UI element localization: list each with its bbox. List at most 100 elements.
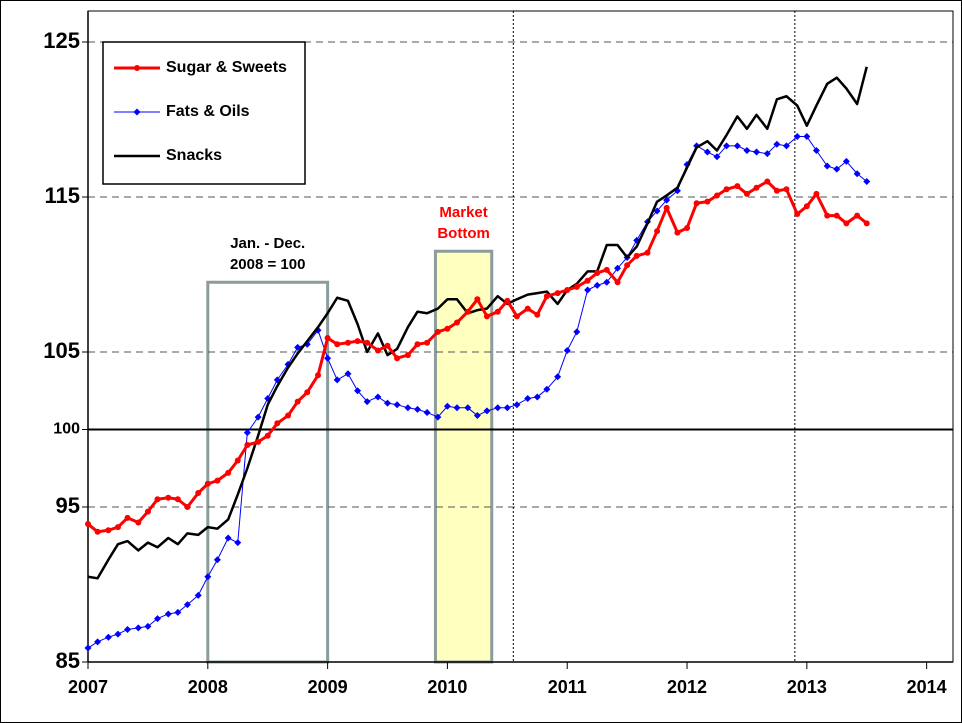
marker <box>494 308 501 315</box>
annotation-text: Jan. - Dec. <box>230 235 305 252</box>
x-tick-label: 2010 <box>427 677 467 697</box>
marker <box>444 325 451 332</box>
marker <box>503 404 511 412</box>
marker <box>204 480 211 487</box>
marker <box>134 624 142 632</box>
marker <box>693 200 700 207</box>
marker <box>704 198 711 205</box>
marker <box>204 573 212 581</box>
marker <box>603 266 610 273</box>
marker <box>394 355 401 362</box>
marker <box>324 335 331 342</box>
marker <box>743 147 751 154</box>
marker <box>763 150 771 158</box>
marker <box>573 283 580 290</box>
marker <box>703 148 711 156</box>
x-tick-label: 2011 <box>548 677 587 697</box>
x-tick-label: 2008 <box>188 677 228 697</box>
marker <box>533 393 541 401</box>
marker <box>543 293 550 300</box>
marker <box>255 438 262 445</box>
marker <box>153 615 161 623</box>
annotation-text: Bottom <box>437 225 490 242</box>
marker <box>624 262 631 269</box>
marker <box>354 387 362 395</box>
marker <box>733 142 741 150</box>
marker <box>863 178 871 185</box>
marker <box>842 157 850 165</box>
marker <box>194 591 202 599</box>
marker <box>554 373 562 381</box>
marker <box>154 496 161 503</box>
marker <box>174 496 181 503</box>
legend-label: Fats & Oils <box>166 103 250 120</box>
marker <box>684 225 691 231</box>
marker <box>824 212 831 219</box>
marker <box>474 296 481 303</box>
marker <box>833 212 840 219</box>
marker <box>184 504 191 510</box>
marker <box>374 347 381 354</box>
marker <box>584 277 591 284</box>
legend-marker <box>133 108 141 116</box>
marker <box>554 290 561 297</box>
marker <box>803 133 811 141</box>
plot-border <box>87 10 954 663</box>
marker <box>464 308 471 315</box>
marker <box>363 398 371 406</box>
marker <box>594 269 601 276</box>
marker <box>254 413 262 421</box>
marker <box>793 133 801 141</box>
marker <box>753 184 760 191</box>
marker <box>165 494 172 501</box>
marker <box>743 190 750 197</box>
marker <box>374 393 382 401</box>
marker <box>644 249 651 256</box>
annotation-text: Market <box>439 204 487 221</box>
marker <box>653 207 661 215</box>
y-tick-label: 85 <box>56 648 80 673</box>
marker <box>713 153 721 161</box>
marker <box>663 204 670 211</box>
series-line <box>87 66 868 580</box>
marker <box>513 401 521 409</box>
marker <box>124 625 132 633</box>
marker <box>723 186 730 193</box>
marker <box>843 220 850 227</box>
marker <box>294 343 302 351</box>
marker <box>764 178 771 185</box>
marker <box>723 142 731 150</box>
marker <box>384 342 391 349</box>
marker <box>124 514 131 521</box>
y-tick-label: 115 <box>45 183 81 208</box>
x-tick-label: 2012 <box>667 677 707 697</box>
marker <box>773 187 780 194</box>
marker <box>614 264 622 272</box>
marker <box>563 346 571 354</box>
legend-label: Snacks <box>166 147 222 164</box>
marker <box>853 170 861 178</box>
marker <box>603 278 611 286</box>
marker <box>304 389 311 396</box>
marker <box>344 339 351 346</box>
y-tick-label: 105 <box>43 338 80 363</box>
marker <box>524 305 531 312</box>
marker <box>813 190 820 197</box>
marker <box>213 556 221 564</box>
marker <box>424 339 431 346</box>
marker <box>812 147 820 154</box>
marker <box>434 413 442 421</box>
y-tick-label: 125 <box>43 28 80 53</box>
marker <box>534 311 541 318</box>
marker <box>393 401 401 409</box>
marker <box>654 228 661 235</box>
marker <box>94 528 101 535</box>
marker <box>264 432 271 439</box>
x-tick-label: 2007 <box>68 677 108 697</box>
marker <box>773 140 781 148</box>
marker <box>294 398 301 405</box>
marker <box>414 341 421 348</box>
marker <box>234 457 241 464</box>
marker <box>144 622 152 630</box>
marker <box>593 281 601 289</box>
